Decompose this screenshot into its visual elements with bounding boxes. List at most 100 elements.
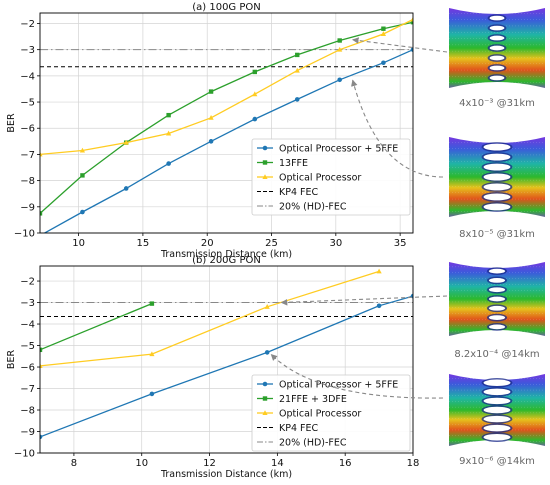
data-point [410,47,413,52]
inset-caption: 9x10⁻⁶ @14km [459,456,535,467]
x-tick-label: 20 [201,238,214,249]
chart-title: (a) 100G PON [192,2,261,13]
eye-opening [488,287,506,293]
y-axis-label: BER [6,113,17,133]
x-tick-label: 10 [135,458,148,469]
eye-opening [488,268,506,274]
eye-opening [489,75,505,81]
data-point [166,130,172,136]
y-tick-label: −6 [20,124,35,135]
y-tick-label: −5 [20,98,35,109]
connector-arrow [352,37,448,53]
x-tick-label: 8 [71,458,77,469]
legend-marker [262,381,268,387]
series-line [43,49,413,233]
connector-arrow [351,79,444,178]
series-1 [38,47,413,238]
series-3 [40,268,382,368]
eye-top-notch [449,370,545,380]
eye-opening [488,324,506,330]
y-tick-label: −9 [20,202,35,213]
data-point [380,31,387,36]
eye-opening [489,55,505,61]
legend-marker [262,160,268,165]
legend-label: KP4 FEC [279,187,318,198]
x-tick-label: 14 [271,458,284,469]
plot-data [38,16,413,238]
legend-marker [262,174,268,179]
eye-diagram-inset-3: 8.2x10⁻⁴ @14km [449,258,545,360]
eye-bottom-notch [449,440,545,450]
data-point [294,67,300,73]
data-point [381,60,386,66]
data-point [294,97,300,102]
eye-opening [483,193,511,201]
legend-entry: 13FFE [257,158,308,169]
eye-opening [483,173,511,181]
y-tick-label: −7 [20,384,35,395]
y-tick-label: −9 [20,427,35,438]
data-point [123,186,129,191]
y-tick-label: −2 [20,19,35,30]
x-tick-label: 12 [203,458,216,469]
eye-opening [488,296,506,302]
eye-top-notch [449,133,545,143]
data-point [40,434,43,440]
data-point [410,19,413,25]
data-point [410,16,413,22]
data-point [208,89,214,94]
legend-label: Optical Processor [279,409,361,420]
x-tick-label: 15 [137,238,150,249]
data-point [252,116,258,122]
data-point [40,151,43,157]
series-line [40,270,380,367]
eye-opening [483,388,511,396]
legend-entry: 21FFE + 3DFE [257,394,347,405]
y-tick-label: −7 [20,150,35,161]
chart-title: (b) 200G PON [192,255,261,266]
data-point [337,46,343,52]
data-point [149,391,155,397]
plot-frame [39,12,414,234]
y-tick-label: −5 [20,341,35,352]
eye-opening [483,433,511,441]
y-tick-label: −4 [20,320,35,331]
y-tick-label: −8 [20,406,35,417]
y-tick-label: −4 [20,71,35,82]
data-point [295,52,300,58]
series-line [40,21,413,214]
data-point [149,351,155,357]
series-3 [40,16,413,157]
inset-caption: 4x10⁻³ @31km [459,98,535,109]
eye-opening [483,406,511,414]
eye-opening [483,153,511,161]
eye-opening [488,315,506,320]
x-tick-label: 10 [72,238,85,249]
data-point [252,91,258,97]
data-point [38,233,43,238]
eye-opening [489,15,505,21]
data-point [79,147,86,153]
chart-panel-1: 10 15 20 25 30 35 −10 −9 −8 −7 −6 −5 −4 −3 −2 (a) 100G … [6,2,414,260]
data-point [376,268,382,274]
data-point [208,114,214,120]
x-tick-label: 18 [407,458,420,469]
legend-label: 20% (HD)-FEC [279,202,347,213]
legend-label: 21FFE + 3DFE [279,394,347,405]
legend-label: Optical Processor + 5FFE [279,144,398,155]
eye-top-notch [449,4,545,14]
x-axis-label: Transmission Distance (km) [160,249,292,260]
legend-entry: Optical Processor + 5FFE [257,380,398,391]
legend-label: KP4 FEC [279,423,318,434]
y-tick-label: −3 [20,298,35,309]
eye-diagram-inset-4: 9x10⁻⁶ @14km [449,370,545,467]
y-tick-label: −10 [14,449,35,460]
data-point [149,301,155,306]
data-point [264,350,270,355]
series-line [40,302,153,351]
series-line [40,18,413,156]
data-point [80,173,85,178]
legend-entry: Optical Processor [257,409,361,420]
eye-opening [483,163,511,171]
eye-opening [483,203,511,211]
